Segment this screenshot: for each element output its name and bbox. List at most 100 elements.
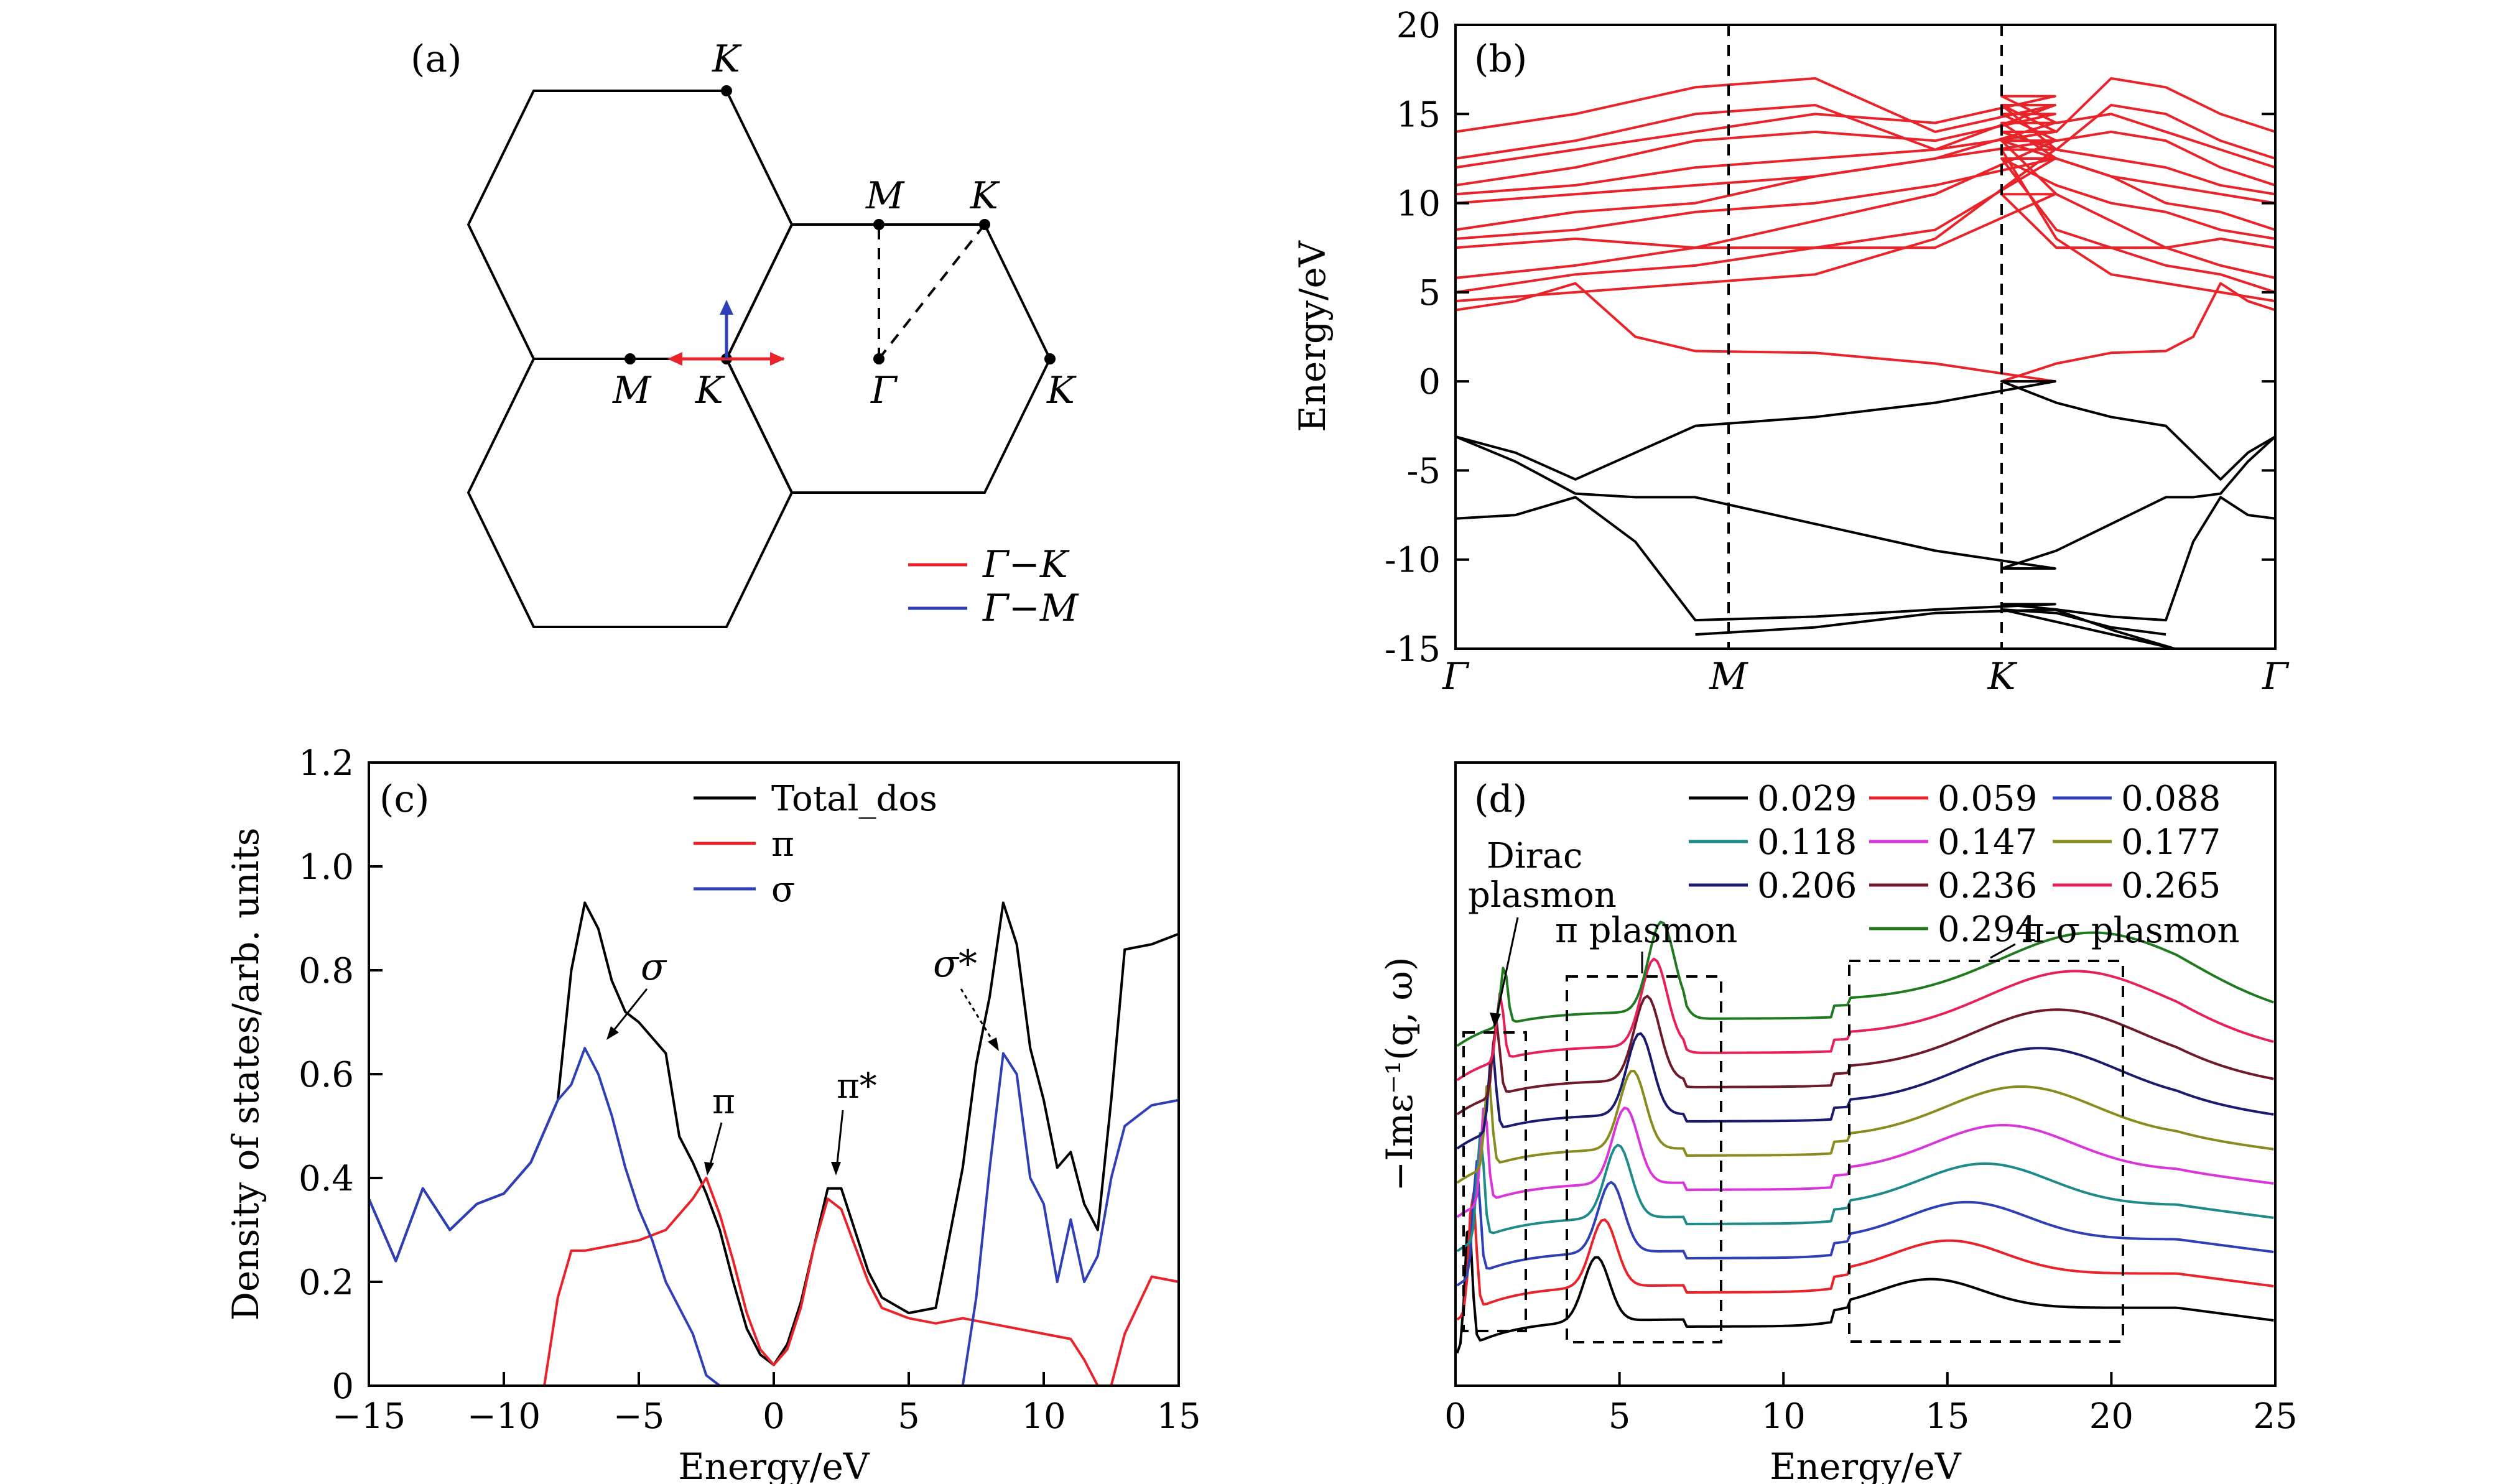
panel-c-annotations: σ π π* σ*	[606, 942, 999, 1176]
arrow-gamma-m	[720, 300, 733, 359]
band-conduction-5	[1456, 157, 2275, 240]
annotation-pi-plasmon: π plasmon	[1555, 911, 1737, 951]
arrow-dirac	[1495, 917, 1519, 1021]
d-legend-label-0.147: 0.147	[1938, 822, 2037, 863]
c-xtick-label: 0	[763, 1396, 785, 1437]
band-conduction-7	[1456, 130, 2275, 196]
b-ytick-label: -10	[1385, 540, 1441, 581]
c-ytick-label: 0.8	[299, 951, 354, 991]
c-ytick-label: 0	[332, 1366, 354, 1407]
d-series-0.294	[1456, 921, 2275, 1047]
c-xtick-label: 10	[1021, 1396, 1066, 1437]
point-m-left	[624, 353, 636, 364]
point-k-right-top	[979, 219, 990, 230]
panel-a-brillouin-zone: (a) K M K M K Γ K	[411, 37, 1079, 630]
d-xtick-label: 15	[1925, 1396, 1969, 1437]
panel-a-label: (a)	[411, 37, 462, 81]
band-valence-14	[1456, 435, 2275, 570]
panel-c-label: (c)	[379, 777, 429, 821]
box-pi-plasmon	[1566, 975, 1722, 1343]
arrowhead-sigma-star	[988, 1037, 999, 1051]
arrowhead-dirac	[1490, 1013, 1501, 1027]
panel-b-label: (b)	[1474, 37, 1527, 81]
panel-b-band-structure: -15 -10 -5 0 5 10 15 20 Γ M K Γ (b) Energy/eV	[1291, 6, 2290, 698]
d-legend-label-0.236: 0.236	[1938, 866, 2037, 906]
c-legend-label-1: π	[771, 824, 794, 865]
annotation-pi: π	[712, 1082, 735, 1122]
panel-d-label: (d)	[1474, 777, 1527, 821]
point-m-right	[873, 219, 885, 230]
label-k-top: K	[712, 37, 742, 81]
band-conduction-0	[1456, 282, 2275, 383]
band-conduction-1	[1456, 148, 2275, 303]
b-ytick-label: 5	[1418, 273, 1441, 313]
c-series-0	[368, 901, 1179, 1366]
c-xtick-label: 5	[898, 1396, 920, 1437]
d-series-0.206	[1456, 1032, 2274, 1150]
label-m-left: M	[612, 369, 652, 412]
legend-label-gamma-k: Γ−K	[982, 543, 1070, 587]
band-conduction-11	[1456, 95, 2275, 169]
annotation-pi-sigma-plasmon: π-σ plasmon	[2022, 911, 2240, 951]
d-series-0.177	[1456, 1070, 2274, 1184]
d-xtick-label: 25	[2253, 1396, 2297, 1437]
arrowhead-sigma	[606, 1026, 619, 1040]
b-xtick-label: Γ	[2262, 655, 2290, 698]
annotation-sigma-star: σ*	[933, 942, 977, 986]
d-series-0.059	[1456, 1192, 2274, 1321]
annotation-plasmon: plasmon	[1468, 875, 1617, 916]
panel-a-legend: Γ−K Γ−M	[908, 543, 1079, 630]
c-series-1	[369, 1177, 1179, 1387]
panel-c-legend: Total_dos πσ	[694, 779, 937, 910]
d-legend-label-0.294: 0.294	[1938, 909, 2037, 950]
d-xtick-label: 0	[1444, 1396, 1467, 1437]
d-legend-label-0.088: 0.088	[2121, 779, 2221, 819]
b-ytick-label: 0	[1418, 362, 1441, 402]
c-series-2	[368, 1047, 1179, 1387]
label-k-center: K	[695, 369, 725, 412]
c-ytick-label: 1.2	[299, 743, 354, 784]
b-ytick-label: 20	[1396, 6, 1441, 46]
c-xtick-label: −5	[613, 1396, 665, 1437]
band-conduction-12	[1456, 139, 2275, 205]
c-ytick-label: 0.2	[299, 1263, 354, 1303]
panel-c-y-axis-label: Density of states/arb. units	[225, 827, 267, 1320]
d-legend-label-0.265: 0.265	[2121, 866, 2221, 906]
d-series-0.029	[1456, 1229, 2274, 1354]
panel-c-curves	[368, 901, 1179, 1387]
d-series-0.265	[1456, 957, 2274, 1082]
panel-c-y-ticks: 0 0.2 0.4 0.6 0.8 1.0 1.2	[299, 743, 383, 1407]
panel-d-frame	[1454, 761, 2277, 1387]
d-series-0.147	[1456, 1106, 2274, 1218]
b-xtick-label: K	[1987, 655, 2018, 698]
arrowhead-pi	[704, 1162, 714, 1176]
annotation-sigma: σ	[641, 945, 667, 989]
c-legend-label-0: Total_dos	[771, 779, 937, 819]
band-conduction-4	[1456, 193, 2275, 249]
d-legend-label-0.029: 0.029	[1757, 779, 1857, 819]
arrowhead-pi-star	[831, 1162, 841, 1176]
panel-b-y-axis-label: Energy/eV	[1291, 240, 1334, 432]
d-series-0.088	[1456, 1159, 2274, 1287]
point-gamma	[873, 353, 885, 364]
b-ytick-label: 10	[1396, 184, 1441, 225]
label-k-right: K	[1046, 369, 1077, 412]
band-conduction-6	[1456, 121, 2275, 231]
b-xtick-label: M	[1709, 655, 1748, 698]
panel-d-x-ticks: 0 5 10 15 20 25	[1444, 1372, 2298, 1437]
panel-b-bands	[1456, 77, 2275, 649]
d-xtick-label: 10	[1762, 1396, 1806, 1437]
panel-c-x-ticks: −15 −10 −5 0 5 10 15	[332, 1372, 1201, 1437]
panel-c-x-axis-label: Energy/eV	[678, 1445, 870, 1484]
label-k-right-top: K	[970, 174, 1000, 218]
c-xtick-label: 15	[1156, 1396, 1200, 1437]
d-series-0.118	[1456, 1131, 2274, 1253]
band-conduction-2	[1456, 157, 2275, 294]
arrow-pi	[708, 1122, 723, 1170]
band-valence-13	[1456, 380, 2275, 481]
panel-d-y-axis-label: −Imε⁻¹(q, ω)	[1378, 957, 1421, 1192]
arrow-sigma	[608, 988, 648, 1036]
d-xtick-label: 20	[2089, 1396, 2134, 1437]
